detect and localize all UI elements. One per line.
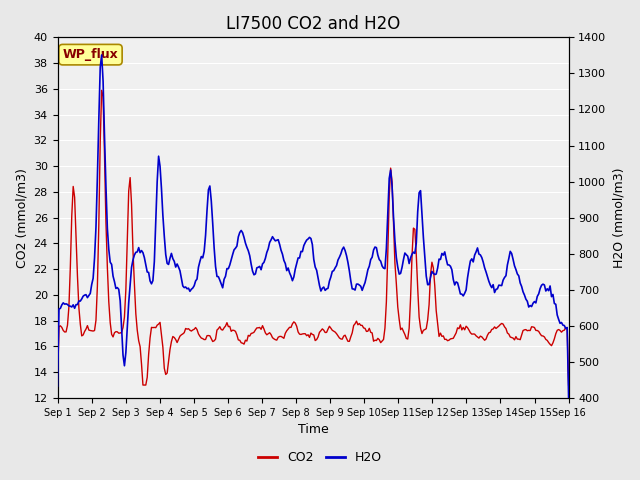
Legend: CO2, H2O: CO2, H2O	[253, 446, 387, 469]
Text: WP_flux: WP_flux	[63, 48, 118, 61]
Y-axis label: CO2 (mmol/m3): CO2 (mmol/m3)	[15, 168, 28, 267]
Title: LI7500 CO2 and H2O: LI7500 CO2 and H2O	[226, 15, 400, 33]
Y-axis label: H2O (mmol/m3): H2O (mmol/m3)	[612, 168, 625, 268]
X-axis label: Time: Time	[298, 423, 328, 436]
